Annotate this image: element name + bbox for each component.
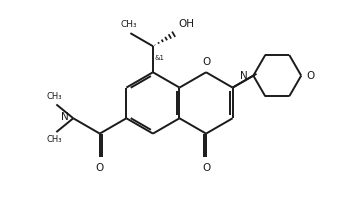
Text: OH: OH (179, 19, 195, 29)
Text: O: O (307, 71, 315, 81)
Text: &1: &1 (154, 55, 164, 61)
Text: N: N (61, 112, 69, 123)
Text: CH₃: CH₃ (46, 135, 62, 144)
Text: CH₃: CH₃ (120, 20, 137, 29)
Text: CH₃: CH₃ (46, 92, 62, 101)
Text: N: N (240, 71, 248, 81)
Text: O: O (202, 163, 210, 173)
Text: O: O (96, 163, 104, 173)
Text: O: O (202, 57, 210, 67)
